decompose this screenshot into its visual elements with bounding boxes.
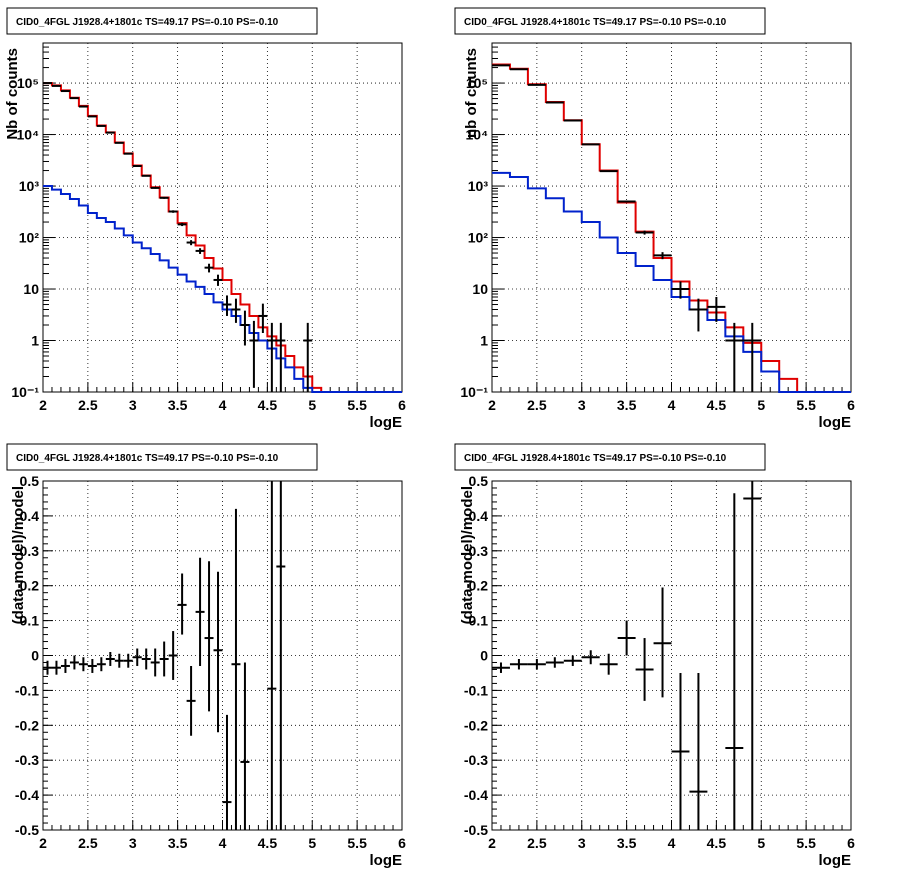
chart-title: CID0_4FGL J1928.4+1801c TS=49.17 PS=-0.1… bbox=[464, 17, 727, 28]
y-tick-label: 10 bbox=[23, 281, 39, 297]
y-tick-label: 0 bbox=[31, 648, 39, 664]
x-axis-label: logE bbox=[370, 852, 403, 869]
x-axis-label: logE bbox=[819, 852, 852, 869]
y-tick-label: -0.2 bbox=[15, 717, 39, 733]
x-tick-label: 4 bbox=[668, 397, 676, 413]
x-tick-label: 6 bbox=[847, 397, 855, 413]
y-tick-label: -0.3 bbox=[464, 752, 488, 768]
x-tick-label: 4.5 bbox=[707, 835, 727, 851]
x-tick-label: 6 bbox=[847, 835, 855, 851]
y-axis-label: Nb of counts bbox=[4, 48, 21, 140]
y-tick-label: 1 bbox=[31, 333, 39, 349]
y-tick-label: 10³ bbox=[468, 178, 489, 194]
x-tick-label: 6 bbox=[398, 397, 406, 413]
y-tick-label: -0.2 bbox=[464, 717, 488, 733]
y-tick-label: 10⁻¹ bbox=[460, 384, 488, 400]
y-tick-label: 10⁻¹ bbox=[11, 384, 39, 400]
x-tick-label: 5 bbox=[308, 397, 316, 413]
x-tick-label: 4 bbox=[219, 835, 227, 851]
y-axis-label: nb of counts bbox=[463, 48, 480, 138]
y-tick-label: 10³ bbox=[19, 178, 40, 194]
x-tick-label: 3 bbox=[129, 397, 137, 413]
x-tick-label: 5 bbox=[308, 835, 316, 851]
x-tick-label: 2 bbox=[39, 397, 47, 413]
y-axis-label: (data-model)/model bbox=[10, 486, 27, 624]
x-tick-label: 2.5 bbox=[527, 397, 547, 413]
x-tick-label: 5 bbox=[757, 835, 765, 851]
x-tick-label: 4 bbox=[668, 835, 676, 851]
y-tick-label: -0.1 bbox=[15, 682, 39, 698]
x-tick-label: 2 bbox=[488, 835, 496, 851]
y-tick-label: -0.4 bbox=[15, 787, 39, 803]
x-tick-label: 3.5 bbox=[168, 397, 188, 413]
x-axis-label: logE bbox=[819, 414, 852, 431]
x-tick-label: 3 bbox=[129, 835, 137, 851]
data-point bbox=[97, 126, 106, 127]
x-tick-label: 5.5 bbox=[347, 397, 367, 413]
data-point bbox=[160, 197, 169, 199]
x-tick-label: 3.5 bbox=[168, 835, 188, 851]
data-point bbox=[582, 144, 600, 145]
data-point bbox=[133, 166, 142, 167]
x-tick-label: 2.5 bbox=[78, 835, 98, 851]
y-tick-label: -0.4 bbox=[464, 787, 488, 803]
x-tick-label: 3.5 bbox=[617, 397, 637, 413]
y-tick-label: 10² bbox=[19, 230, 40, 246]
y-tick-label: 10 bbox=[472, 281, 488, 297]
y-tick-label: 0 bbox=[480, 648, 488, 664]
x-tick-label: 2 bbox=[488, 397, 496, 413]
x-tick-label: 6 bbox=[398, 835, 406, 851]
y-axis-label: (data-model)/model bbox=[459, 486, 476, 624]
x-tick-label: 3 bbox=[578, 397, 586, 413]
x-tick-label: 5.5 bbox=[347, 835, 367, 851]
data-point bbox=[142, 175, 151, 176]
y-tick-label: 10² bbox=[468, 230, 489, 246]
x-tick-label: 5.5 bbox=[796, 397, 816, 413]
x-tick-label: 4.5 bbox=[258, 835, 278, 851]
x-tick-label: 2 bbox=[39, 835, 47, 851]
data-point bbox=[124, 153, 133, 154]
chart-title: CID0_4FGL J1928.4+1801c TS=49.17 PS=-0.1… bbox=[16, 453, 279, 464]
y-tick-label: -0.5 bbox=[464, 822, 488, 838]
y-tick-label: -0.3 bbox=[15, 752, 39, 768]
y-tick-label: -0.1 bbox=[464, 682, 488, 698]
data-point bbox=[106, 132, 115, 133]
x-tick-label: 2.5 bbox=[78, 397, 98, 413]
x-axis-label: logE bbox=[370, 414, 403, 431]
chart-title: CID0_4FGL J1928.4+1801c TS=49.17 PS=-0.1… bbox=[464, 453, 727, 464]
x-tick-label: 4.5 bbox=[707, 397, 727, 413]
x-tick-label: 4.5 bbox=[258, 397, 278, 413]
data-point bbox=[169, 210, 178, 213]
data-point bbox=[618, 201, 636, 203]
x-tick-label: 5.5 bbox=[796, 835, 816, 851]
data-point bbox=[115, 143, 124, 144]
x-tick-label: 3 bbox=[578, 835, 586, 851]
x-tick-label: 2.5 bbox=[527, 835, 547, 851]
y-tick-label: -0.5 bbox=[15, 822, 39, 838]
x-tick-label: 4 bbox=[219, 397, 227, 413]
x-tick-label: 5 bbox=[757, 397, 765, 413]
data-point bbox=[151, 187, 160, 188]
chart-title: CID0_4FGL J1928.4+1801c TS=49.17 PS=-0.1… bbox=[16, 17, 279, 28]
y-tick-label: 1 bbox=[480, 333, 488, 349]
x-tick-label: 3.5 bbox=[617, 835, 637, 851]
data-point bbox=[600, 171, 618, 172]
